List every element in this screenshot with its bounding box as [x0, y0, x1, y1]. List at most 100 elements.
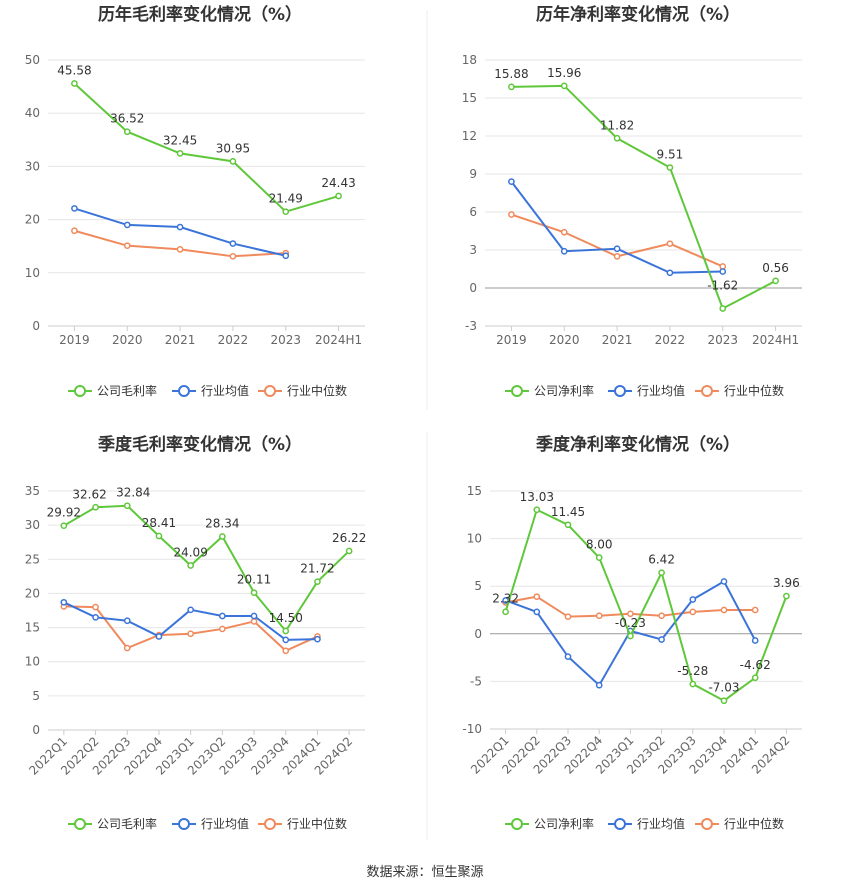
data-label: 36.52	[110, 112, 144, 126]
legend-swatch-marker	[178, 385, 190, 397]
data-point	[282, 647, 290, 655]
data-point	[720, 578, 728, 585]
data-label: 32.62	[72, 487, 106, 501]
data-point	[123, 242, 131, 250]
data-point	[71, 205, 78, 212]
data-point	[560, 247, 568, 255]
legend-item[interactable]: 行业均值	[172, 816, 249, 831]
data-point	[282, 636, 290, 644]
legend-label: 行业中位数	[287, 383, 347, 398]
data-point	[613, 134, 621, 142]
data-point	[508, 178, 515, 185]
data-point	[176, 150, 184, 157]
data-point	[219, 533, 226, 540]
data-label: 11.82	[600, 118, 634, 132]
data-point	[666, 269, 674, 277]
data-label: 6.42	[648, 553, 675, 567]
data-point	[123, 221, 131, 229]
legend-label: 公司净利率	[534, 383, 594, 398]
data-point	[613, 252, 621, 260]
data-point	[533, 593, 541, 601]
y-tick-label: 5	[32, 689, 40, 703]
data-label: 15.96	[547, 66, 581, 80]
data-label: 21.72	[300, 562, 334, 576]
y-tick-label: 25	[25, 552, 40, 566]
data-point	[564, 613, 572, 621]
legend-item[interactable]: 行业均值	[608, 816, 685, 831]
data-point	[92, 603, 99, 611]
y-tick-label: 20	[25, 213, 40, 227]
data-point	[720, 697, 728, 705]
data-point	[229, 157, 237, 165]
legend-item[interactable]: 行业中位数	[258, 816, 347, 831]
legend-swatch-marker	[511, 385, 523, 397]
x-tick-label: 2024H1	[752, 333, 799, 347]
series-line-company	[504, 508, 788, 702]
x-tick-label: 2021	[602, 333, 633, 347]
legend-swatch-marker	[178, 818, 190, 830]
series-line-company	[73, 82, 339, 213]
data-point	[564, 521, 572, 529]
x-tick-label: 2024H1	[315, 333, 362, 347]
legend-item[interactable]: 行业均值	[172, 383, 249, 398]
data-label: 0.56	[762, 261, 789, 275]
data-point	[71, 80, 78, 87]
data-point	[533, 608, 541, 616]
legend-item[interactable]: 公司毛利率	[68, 816, 157, 831]
legend-item[interactable]: 行业均值	[608, 383, 685, 398]
legend-label: 行业均值	[637, 383, 685, 398]
legend-item[interactable]: 行业中位数	[695, 383, 784, 398]
data-point	[658, 569, 665, 577]
data-point	[508, 83, 515, 91]
chart-3: 季度毛利率变化情况（%）051015202530352022Q12022Q220…	[25, 434, 367, 831]
data-label: 11.45	[551, 505, 585, 519]
y-tick-label: 30	[25, 159, 40, 173]
data-point	[666, 164, 674, 171]
data-label: 8.00	[586, 538, 613, 552]
chart-2: 历年净利率变化情况（%） -3 0 3 6 9 12 15 18 2019 2020 2021 2022…	[462, 4, 802, 398]
data-label: 32.84	[116, 486, 150, 500]
data-point	[719, 305, 727, 312]
data-point	[751, 674, 759, 682]
data-point	[219, 612, 226, 620]
data-point	[719, 268, 727, 275]
legend-item[interactable]: 行业中位数	[258, 383, 347, 398]
data-point	[751, 637, 759, 644]
x-tick-label: 2022	[655, 333, 686, 347]
legend-swatch-marker	[701, 385, 713, 397]
data-label: 14.50	[269, 611, 303, 625]
data-label: 9.51	[657, 148, 684, 162]
data-point	[595, 554, 603, 561]
data-point	[187, 606, 194, 614]
legend-item[interactable]: 行业中位数	[695, 816, 784, 831]
y-tick-label: 5	[474, 579, 482, 593]
data-label: 21.49	[269, 192, 303, 206]
data-point	[250, 618, 258, 625]
legend-swatch-marker	[264, 818, 276, 830]
data-label: 24.43	[321, 176, 355, 190]
legend-item[interactable]: 公司净利率	[505, 383, 594, 398]
data-point	[751, 606, 759, 614]
data-label: 3.96	[773, 576, 800, 590]
y-tick-label: 15	[25, 621, 40, 635]
data-point	[560, 228, 568, 236]
data-point	[187, 630, 194, 638]
data-point	[658, 612, 665, 620]
data-point	[335, 192, 342, 200]
data-label: 32.45	[163, 133, 197, 147]
data-point	[176, 223, 184, 231]
data-point	[689, 608, 697, 616]
y-tick-label: 12	[462, 129, 477, 143]
legend-item[interactable]: 公司毛利率	[68, 383, 157, 398]
data-point	[219, 625, 226, 633]
data-label: -1.62	[707, 279, 738, 293]
data-point	[187, 562, 194, 569]
data-label: 45.58	[57, 64, 91, 78]
data-point	[123, 644, 131, 652]
data-point	[595, 681, 603, 689]
data-point	[60, 598, 68, 606]
legend-item[interactable]: 公司净利率	[505, 816, 594, 831]
legend-swatch-marker	[264, 385, 276, 397]
data-point	[176, 246, 184, 253]
data-point	[720, 606, 728, 614]
